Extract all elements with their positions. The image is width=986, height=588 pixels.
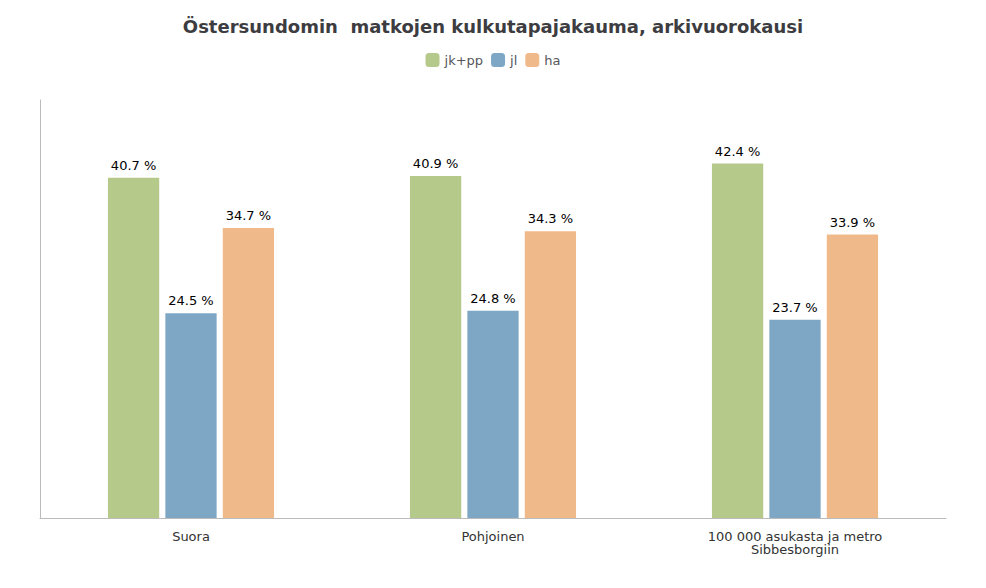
svg-text:ha: ha bbox=[544, 53, 560, 68]
svg-text:jl: jl bbox=[509, 53, 517, 68]
svg-text:34.3 %: 34.3 % bbox=[528, 211, 573, 226]
svg-text:40.9 %: 40.9 % bbox=[413, 156, 458, 171]
svg-text:33.9 %: 33.9 % bbox=[830, 215, 875, 230]
svg-text:24.8 %: 24.8 % bbox=[470, 291, 515, 306]
svg-text:Suora: Suora bbox=[172, 529, 210, 544]
svg-text:jk+pp: jk+pp bbox=[444, 53, 484, 68]
svg-text:42.4 %: 42.4 % bbox=[715, 144, 760, 159]
svg-text:34.7 %: 34.7 % bbox=[226, 208, 271, 223]
svg-text:100 000 asukasta ja metro: 100 000 asukasta ja metro bbox=[707, 529, 883, 544]
svg-text:24.5 %: 24.5 % bbox=[168, 293, 213, 308]
svg-text:23.7 %: 23.7 % bbox=[772, 300, 817, 315]
svg-text:Östersundomin matkojen kulkut: Östersundomin matkojen kulkutapajakauma,… bbox=[183, 16, 803, 37]
svg-text:40.7 %: 40.7 % bbox=[111, 158, 156, 173]
svg-text:Pohjoinen: Pohjoinen bbox=[461, 529, 524, 544]
svg-text:Sibbesborgiin: Sibbesborgiin bbox=[751, 542, 839, 557]
